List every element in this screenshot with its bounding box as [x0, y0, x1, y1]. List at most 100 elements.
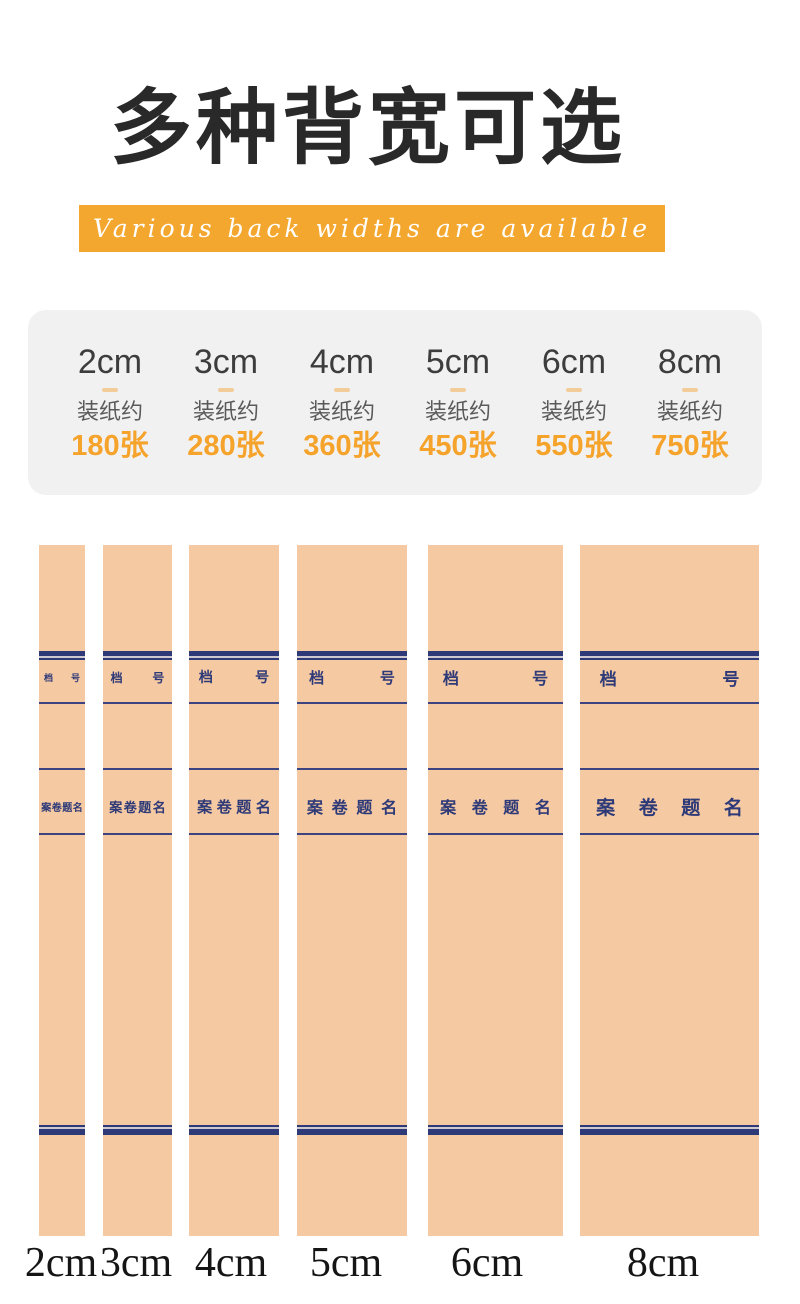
- spine-title-row: 案 卷 题 名: [428, 790, 563, 822]
- spine-divider: [39, 833, 85, 835]
- file-no-char: 档: [309, 670, 325, 687]
- size-label-5cm: 5cm: [309, 1240, 383, 1286]
- title-char: 案: [306, 800, 323, 817]
- capacity-note: 装纸约: [308, 398, 375, 424]
- size-label-3cm: 3cm: [99, 1240, 173, 1286]
- spine-divider: [428, 768, 563, 770]
- spine-bottom-rule: [103, 1125, 172, 1135]
- dash-icon: [102, 387, 118, 392]
- spine-top-rule: [103, 651, 172, 660]
- spine-3cm: 档 号 案 卷 题 名: [103, 545, 172, 1236]
- title-char: 题: [236, 799, 252, 816]
- capacity-value: 280张: [187, 429, 265, 462]
- capacity-value: 550张: [535, 429, 613, 462]
- file-no-char: 号: [152, 670, 165, 685]
- page-title: 多种背宽可选: [109, 83, 626, 174]
- file-no-char: 档: [44, 672, 54, 683]
- spine-bottom-rule: [39, 1125, 85, 1135]
- subtitle-banner: Various back widths are available: [79, 205, 665, 252]
- spine-divider: [297, 768, 407, 770]
- title-char: 名: [72, 802, 83, 814]
- capacity-item-2cm: 2cm 装纸约 180张: [64, 345, 156, 461]
- spine-divider: [103, 833, 172, 835]
- size-label-4cm: 4cm: [194, 1240, 268, 1286]
- capacity-item-8cm: 8cm 装纸约 750张: [644, 345, 736, 461]
- spine-bottom-rule: [189, 1125, 279, 1135]
- size-label-8cm: 8cm: [626, 1240, 700, 1286]
- title-char: 案: [109, 799, 123, 815]
- title-char: 题: [138, 799, 152, 815]
- capacity-note: 装纸约: [540, 398, 607, 424]
- capacity-card: 2cm 装纸约 180张 3cm 装纸约 280张 4cm 装纸约 360张 5…: [28, 310, 762, 495]
- capacity-value: 750张: [651, 429, 729, 462]
- spine-bottom-rule: [580, 1125, 759, 1135]
- spine-divider: [428, 702, 563, 704]
- spine-title-row: 案 卷 题 名: [297, 790, 407, 822]
- capacity-note: 装纸约: [424, 398, 491, 424]
- spine-top-rule: [297, 651, 407, 660]
- spine-bottom-rule: [297, 1125, 407, 1135]
- capacity-item-3cm: 3cm 装纸约 280张: [180, 345, 272, 461]
- title-char: 名: [381, 800, 398, 817]
- title-char: 卷: [123, 799, 137, 815]
- capacity-size: 5cm: [425, 342, 491, 381]
- file-no-char: 档: [198, 671, 213, 686]
- title-char: 名: [152, 799, 166, 815]
- title-char: 卷: [331, 800, 348, 817]
- spine-2cm: 档 号 案 卷 题 名: [39, 545, 85, 1236]
- file-no-char: 档: [599, 669, 617, 689]
- title-char: 案: [197, 799, 213, 816]
- spine-top-rule: [39, 651, 85, 660]
- file-no-char: 档: [110, 670, 123, 685]
- spine-title-row: 案 卷 题 名: [103, 790, 172, 822]
- capacity-size: 6cm: [541, 342, 607, 381]
- spine-file-no-row: 档 号: [189, 662, 279, 692]
- spine-title-row: 案 卷 题 名: [189, 790, 279, 822]
- spine-divider: [189, 768, 279, 770]
- spine-5cm: 档 号 案 卷 题 名: [297, 545, 407, 1236]
- capacity-size: 8cm: [657, 342, 723, 381]
- title-char: 题: [681, 797, 701, 819]
- title-char: 题: [503, 800, 520, 817]
- capacity-note: 装纸约: [656, 398, 723, 424]
- spine-title-row: 案 卷 题 名: [39, 790, 85, 822]
- capacity-note: 装纸约: [76, 398, 143, 424]
- spine-file-no-row: 档 号: [39, 662, 85, 692]
- spine-bottom-rule: [428, 1125, 563, 1135]
- file-no-char: 号: [70, 672, 80, 683]
- capacity-size: 3cm: [193, 342, 259, 381]
- spine-file-no-row: 档 号: [297, 662, 407, 692]
- dash-icon: [218, 387, 234, 392]
- spine-divider: [39, 702, 85, 704]
- title-char: 名: [255, 799, 271, 816]
- spine-4cm: 档 号 案 卷 题 名: [189, 545, 279, 1236]
- capacity-value: 180张: [71, 429, 149, 462]
- capacity-item-6cm: 6cm 装纸约 550张: [528, 345, 620, 461]
- title-char: 案: [596, 797, 616, 819]
- spine-divider: [103, 768, 172, 770]
- spine-file-no-row: 档 号: [580, 662, 759, 692]
- spine-6cm: 档 号 案 卷 题 名: [428, 545, 563, 1236]
- file-no-char: 号: [255, 671, 270, 686]
- capacity-note: 装纸约: [192, 398, 259, 424]
- title-char: 案: [440, 800, 457, 817]
- dash-icon: [334, 387, 350, 392]
- spine-divider: [39, 768, 85, 770]
- file-no-char: 号: [379, 670, 395, 687]
- capacity-value: 450张: [419, 429, 497, 462]
- spine-top-rule: [428, 651, 563, 660]
- spine-title-row: 案 卷 题 名: [580, 790, 759, 822]
- spine-divider: [297, 833, 407, 835]
- dash-icon: [682, 387, 698, 392]
- spine-divider: [580, 702, 759, 704]
- spine-divider: [189, 702, 279, 704]
- spine-top-rule: [189, 651, 279, 660]
- file-no-char: 号: [532, 671, 549, 688]
- dash-icon: [566, 387, 582, 392]
- dash-icon: [450, 387, 466, 392]
- spine-8cm: 档 号 案 卷 题 名: [580, 545, 759, 1236]
- spine-divider: [103, 702, 172, 704]
- spine-file-no-row: 档 号: [103, 662, 172, 692]
- capacity-value: 360张: [303, 429, 381, 462]
